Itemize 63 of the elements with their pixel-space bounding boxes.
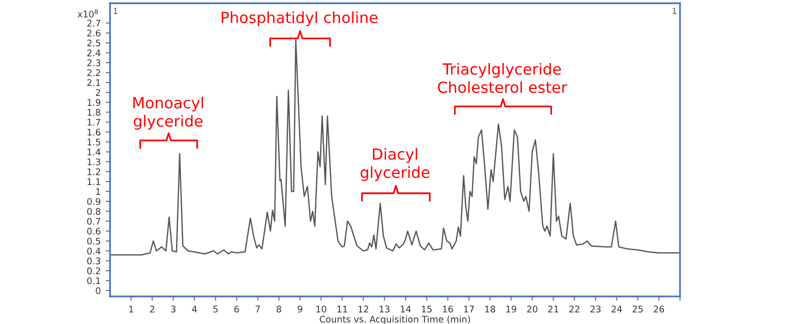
y-tick-label: 0.6 (87, 228, 100, 235)
y-tick-label: 1.3 (88, 158, 100, 166)
annotation: 1 (672, 8, 676, 14)
annotation: Triacylglyceride Cholesterol ester (438, 62, 568, 94)
y-tick-label: 2 (96, 89, 100, 96)
x-tick-label: 11 (337, 306, 348, 312)
x-tick-label: 7 (256, 306, 260, 312)
x-tick-label: 16 (443, 306, 453, 312)
y-tick-label: 0.3 (87, 258, 100, 264)
x-tick-label: 3 (171, 306, 176, 312)
y-tick-label: 2.3 (87, 59, 100, 66)
annotation: Phosphatidyl choline (222, 11, 378, 26)
x-tick-label: 17 (464, 306, 474, 312)
x-tick-label: 13 (380, 306, 390, 312)
annotation: Diacyl glyceride (360, 148, 430, 182)
y-tick-label: 1.5 (88, 138, 100, 146)
y-tick-label: 1.8 (88, 108, 100, 116)
x-tick-label: 24 (612, 306, 622, 312)
annotation: Monoacyl glyceride (133, 96, 204, 130)
y-tick-label: 0.2 (87, 267, 100, 274)
x-tick-label: 6 (234, 306, 239, 312)
y-tick-label: 2.1 (87, 79, 100, 86)
y-tick-label: 0.9 (87, 198, 100, 205)
x-axis-title: Counts vs. Acquisition Time (min) (320, 316, 470, 324)
y-axis-title: x10$^{8}$ (78, 9, 98, 18)
y-tick-label: 1.1 (88, 178, 100, 185)
x-tick-label: 26 (654, 306, 664, 312)
y-tick-label: 0.8 (87, 208, 100, 215)
x-tick-label: 8 (276, 306, 282, 312)
x-tick-label: 9 (298, 306, 302, 312)
x-tick-label: 15 (422, 306, 432, 312)
x-tick-label: 12 (358, 306, 368, 312)
x-tick-label: 19 (506, 306, 516, 312)
y-tick-label: 2.2 (87, 69, 100, 76)
x-tick-label: 1 (129, 306, 134, 312)
y-tick-label: 2.7 (87, 20, 100, 26)
x-tick-label: 2 (150, 306, 154, 312)
y-tick-label: 2.5 (87, 40, 100, 46)
line-series (110, 39, 680, 256)
x-tick-label: 5 (213, 306, 218, 312)
x-tick-label: 23 (590, 306, 601, 312)
x-tick-label: 10 (316, 306, 326, 312)
x-tick-label: 14 (400, 306, 411, 312)
y-tick-label: 0 (96, 287, 100, 294)
x-tick-label: 18 (485, 306, 496, 312)
y-tick-label: 0.7 (87, 218, 100, 225)
annotation: 1 (114, 8, 118, 14)
x-tick-label: 4 (192, 306, 197, 312)
y-tick-label: 2.4 (87, 50, 100, 56)
x-tick-label: 20 (527, 306, 538, 312)
x-tick-label: 25 (632, 306, 643, 312)
y-tick-label: 2.6 (87, 30, 100, 37)
y-tick-label: 0.5 (87, 238, 100, 245)
y-tick-label: 1.6 (88, 128, 100, 136)
y-tick-label: 1.9 (88, 99, 100, 106)
y-tick-label: 0.4 (87, 248, 100, 254)
y-tick-label: 1 (96, 188, 100, 195)
y-tick-label: 1.2 (88, 168, 100, 176)
x-tick-label: 21 (548, 306, 558, 312)
y-tick-label: 0.1 (87, 277, 100, 284)
y-tick-label: 1.7 (88, 118, 100, 126)
y-tick-label: 1.4 (88, 148, 100, 156)
x-tick-label: 22 (569, 306, 580, 312)
